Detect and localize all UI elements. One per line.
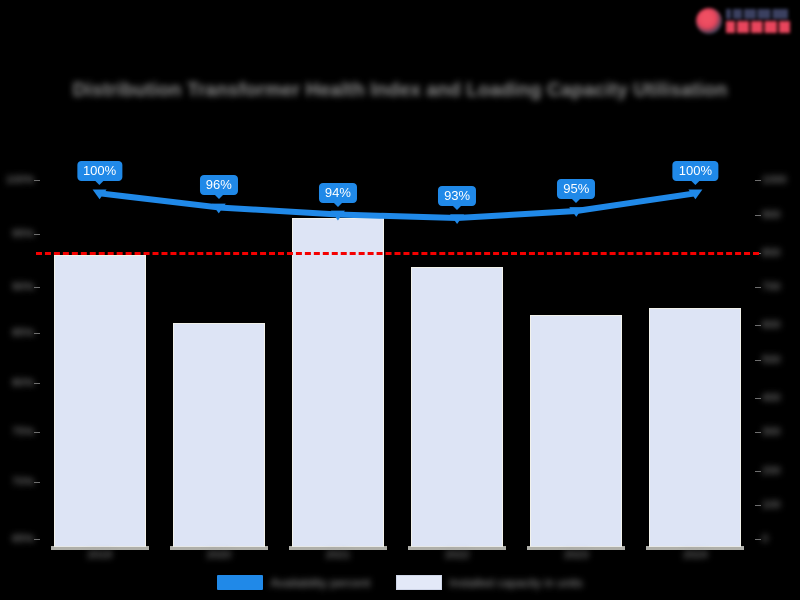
line-path	[96, 190, 699, 222]
line-marker-5	[569, 207, 584, 217]
right-axis-tick-label-7: 400	[762, 392, 781, 405]
chart-legend: Availability percent Installed capacity i…	[0, 575, 800, 590]
right-axis-tick-7	[755, 398, 761, 400]
point-label-6: 100%	[672, 161, 719, 182]
logo-wordmark-line-2	[726, 21, 790, 33]
line-marker-6	[688, 189, 703, 200]
bar-2	[172, 322, 265, 547]
bar-base-4	[408, 546, 507, 550]
chart-title: Distribution Transformer Health Index an…	[72, 80, 728, 101]
bar-base-1	[50, 546, 149, 550]
right-axis-tick-9	[755, 470, 761, 472]
right-axis-tick-6	[755, 359, 761, 361]
left-axis-tick-label-1: 100%	[5, 174, 34, 187]
left-axis-tick-label-6: 75%	[11, 426, 34, 439]
bar-6	[649, 307, 742, 547]
right-axis-tick-11	[755, 539, 761, 541]
line-marker-1	[92, 189, 107, 200]
point-label-2: 96%	[199, 175, 238, 196]
x-axis-tick-label-6: 2024	[683, 549, 708, 561]
right-axis-tick-label-2: 900	[762, 208, 781, 221]
right-axis-tick-1	[755, 180, 761, 182]
bar-base-5	[527, 546, 626, 550]
x-axis-tick-label-4: 2022	[444, 549, 470, 561]
right-axis-tick-label-8: 300	[762, 426, 781, 439]
point-label-5: 95%	[557, 178, 596, 199]
right-axis-tick-label-11: 0	[762, 533, 769, 546]
right-axis-tick-label-6: 500	[762, 353, 781, 366]
bar-4	[411, 266, 504, 547]
right-axis-tick-8	[755, 432, 761, 434]
bar-5	[530, 315, 623, 547]
left-axis-tick-label-2: 95%	[11, 227, 34, 240]
left-axis-tick-8	[34, 539, 40, 541]
line-marker-3	[330, 210, 345, 221]
x-axis-tick-label-1: 2019	[87, 549, 112, 561]
left-axis-tick-1	[34, 180, 40, 182]
left-axis-tick-label-3: 90%	[11, 281, 34, 294]
point-label-4: 93%	[438, 186, 477, 207]
logo-wordmark-line-1	[726, 9, 788, 19]
right-axis-tick-2	[755, 214, 761, 216]
point-label-3: 94%	[318, 182, 357, 203]
left-axis-tick-6	[34, 432, 40, 434]
bar-base-6	[646, 546, 745, 550]
line-series	[92, 189, 703, 225]
x-axis-tick-label-5: 2023	[564, 549, 589, 561]
line-swatch	[217, 575, 264, 590]
threshold-line	[36, 251, 759, 255]
right-axis-tick-5	[755, 325, 761, 327]
right-axis-tick-label-3: 800	[762, 246, 781, 259]
right-axis-tick-label-4: 700	[762, 281, 781, 294]
left-axis-tick-7	[34, 482, 40, 484]
bar-3	[291, 217, 384, 547]
point-label-1: 100%	[76, 161, 123, 182]
line-marker-2	[211, 203, 226, 214]
bar-base-3	[288, 546, 387, 550]
x-axis-tick-label-2: 2020	[206, 549, 231, 561]
left-axis-tick-2	[34, 233, 40, 235]
legend-line-series[interactable]: Availability percent	[217, 575, 370, 590]
right-axis-tick-label-10: 100	[762, 498, 781, 511]
logo-wordmark	[726, 9, 790, 33]
left-axis-tick-3	[34, 287, 40, 289]
legend-bar-series-label: Installed capacity in units	[449, 575, 583, 590]
right-axis-tick-label-1: 1000	[762, 174, 787, 187]
bar-1	[53, 255, 146, 547]
line-marker-4	[450, 214, 465, 225]
left-axis-tick-label-7: 70%	[11, 476, 34, 489]
plot-area: 100% 96% 94% 93% 95% 100%	[36, 161, 759, 550]
right-axis-tick-label-5: 600	[762, 319, 781, 332]
legend-line-series-label: Availability percent	[270, 575, 371, 590]
brand-logo	[696, 4, 792, 38]
right-axis-tick-4	[755, 287, 761, 289]
legend-bar-series[interactable]: Installed capacity in units	[396, 575, 583, 590]
x-axis-tick-label-3: 2021	[325, 549, 351, 561]
left-axis-tick-5	[34, 382, 40, 384]
right-axis-tick-10	[755, 504, 761, 506]
left-axis-tick-label-8: 65%	[11, 533, 34, 546]
bar-swatch	[396, 575, 443, 590]
right-axis-tick-label-9: 200	[762, 464, 781, 477]
left-axis-tick-4	[34, 333, 40, 335]
bar-base-2	[169, 546, 268, 550]
logo-mark-icon	[696, 8, 722, 34]
left-axis-tick-label-4: 85%	[11, 327, 34, 340]
left-axis-tick-label-5: 80%	[11, 376, 34, 389]
